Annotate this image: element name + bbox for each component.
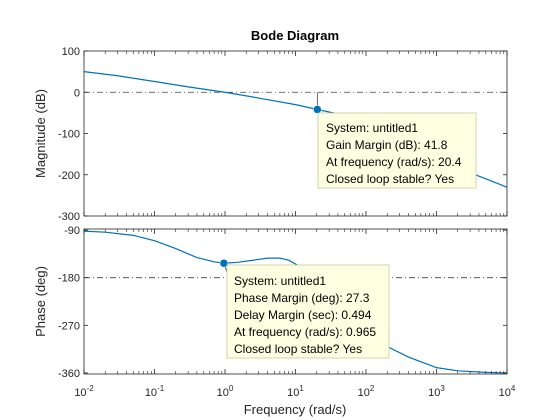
y-tick-label: -100 — [58, 129, 80, 141]
x-tick-label: 102 — [358, 384, 375, 399]
magnitude-axis-label: Magnitude (dB) — [33, 89, 48, 178]
x-tick-label: 104 — [499, 384, 516, 399]
y-tick-label: -200 — [58, 170, 80, 182]
datatip-box — [226, 264, 390, 359]
datatip-line: At frequency (rad/s): 20.4 — [326, 155, 462, 169]
datatip-line: Delay Margin (sec): 0.494 — [234, 308, 372, 322]
phase-axis-label: Phase (deg) — [33, 266, 48, 337]
y-tick-label: -300 — [58, 211, 80, 223]
y-tick-label: -180 — [58, 273, 80, 285]
x-tick-label: 10-2 — [74, 384, 94, 399]
x-axis-label: Frequency (rad/s) — [244, 402, 347, 417]
datatip-line: Closed loop stable? Yes — [234, 342, 362, 356]
gain-margin-marker[interactable] — [313, 105, 322, 114]
y-tick-label: -90 — [64, 225, 80, 237]
datatip-line: Closed loop stable? Yes — [326, 172, 454, 186]
phase-panel: -90-180-270-360 10-2 10-1 100 101 102 103 104 … — [33, 225, 516, 399]
x-tick-label: 103 — [428, 384, 445, 399]
gain-margin-datatip[interactable]: System: untitled1 Gain Margin (dB): 41.8… — [317, 112, 477, 189]
chart-title: Bode Diagram — [251, 28, 339, 43]
y-tick-label: -270 — [58, 320, 80, 332]
x-tick-label: 100 — [217, 384, 234, 399]
datatip-line: System: untitled1 — [326, 121, 418, 135]
x-tick-label: 10-1 — [145, 384, 165, 399]
y-tick-label: 0 — [74, 87, 80, 99]
y-tick-label: 100 — [62, 46, 80, 58]
magnitude-axes-box — [83, 50, 508, 217]
datatip-line: At frequency (rad/s): 0.965 — [234, 325, 376, 339]
x-tick-label: 101 — [287, 384, 304, 399]
magnitude-panel: 100 0 -100 -200 -300 Magnitude (dB) System: … — [33, 46, 508, 223]
datatip-line: Phase Margin (deg): 27.3 — [234, 291, 370, 305]
phase-margin-marker[interactable] — [219, 258, 229, 268]
datatip-line: System: untitled1 — [234, 274, 326, 288]
datatip-line: Gain Margin (dB): 41.8 — [326, 138, 448, 152]
phase-axes-box — [83, 228, 508, 375]
phase-series-line — [83, 230, 508, 374]
y-tick-label: -360 — [58, 368, 80, 380]
datatip-box — [317, 112, 477, 189]
phase-margin-datatip[interactable]: System: untitled1 Phase Margin (deg): 27… — [226, 264, 390, 359]
